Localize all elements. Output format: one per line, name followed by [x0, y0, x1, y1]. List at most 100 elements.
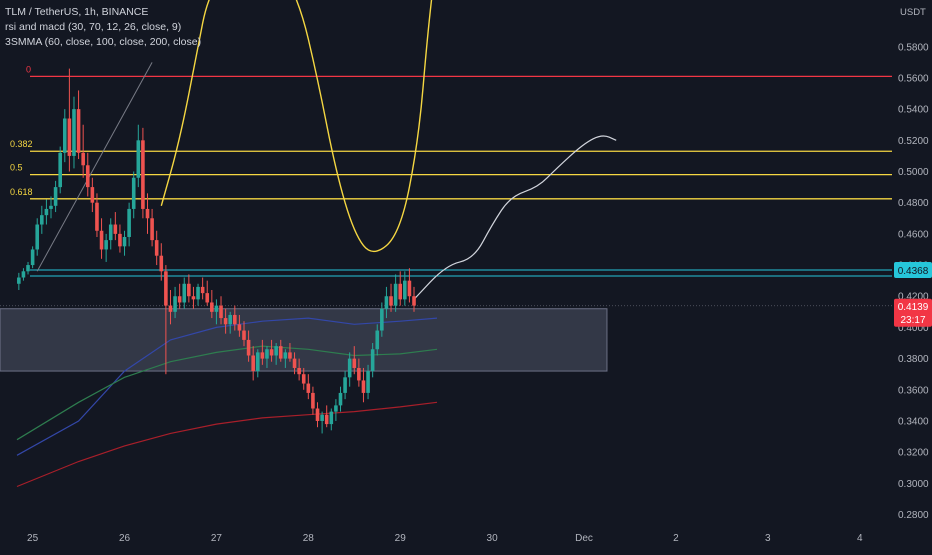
bull-candle[interactable] — [131, 171, 136, 219]
level-price-tag[interactable] — [894, 262, 932, 279]
bear-candle[interactable] — [145, 193, 150, 234]
bull-candle[interactable] — [343, 371, 347, 400]
bear-candle[interactable] — [150, 208, 154, 247]
bear-candle[interactable] — [159, 243, 164, 281]
price-projection-drawing[interactable] — [413, 135, 617, 300]
bull-candle[interactable] — [104, 233, 108, 262]
bull-candle[interactable] — [393, 274, 398, 312]
bull-candle[interactable] — [30, 246, 35, 269]
bear-candle[interactable] — [187, 274, 191, 303]
bear-candle[interactable] — [306, 374, 311, 400]
candle-body — [407, 280, 412, 297]
bull-candle[interactable] — [17, 272, 21, 291]
bull-candle[interactable] — [366, 364, 370, 400]
bear-candle[interactable] — [95, 193, 99, 237]
bull-candle[interactable] — [182, 277, 187, 309]
bear-candle[interactable] — [164, 265, 168, 375]
bull-candle[interactable] — [58, 146, 62, 194]
symbol-title[interactable]: TLM / TetherUS, 1h, BINANCE — [5, 6, 149, 18]
bear-candle[interactable] — [233, 305, 237, 331]
bear-candle[interactable] — [292, 352, 297, 375]
bear-candle[interactable] — [76, 90, 81, 160]
bull-candle[interactable] — [127, 202, 131, 247]
bull-candle[interactable] — [274, 343, 278, 365]
bull-candle[interactable] — [228, 311, 233, 334]
bear-candle[interactable] — [398, 271, 403, 306]
bear-candle[interactable] — [297, 358, 301, 381]
bear-candle[interactable] — [357, 358, 361, 387]
bear-candle[interactable] — [113, 212, 118, 241]
bull-candle[interactable] — [62, 109, 67, 163]
bear-candle[interactable] — [301, 367, 306, 390]
bear-candle[interactable] — [389, 283, 393, 312]
bear-candle[interactable] — [219, 296, 223, 325]
bear-candle[interactable] — [118, 224, 122, 253]
bear-candle[interactable] — [177, 283, 182, 309]
bear-candle[interactable] — [223, 308, 228, 334]
bear-candle[interactable] — [361, 367, 366, 403]
bull-candle[interactable] — [196, 283, 200, 306]
bear-candle[interactable] — [81, 124, 85, 178]
bear-candle[interactable] — [352, 346, 357, 375]
bull-candle[interactable] — [136, 124, 141, 188]
current-price-tag[interactable] — [894, 298, 932, 327]
indicator-rsi-macd-label[interactable]: rsi and macd (30, 70, 12, 26, close, 9) — [5, 21, 182, 33]
bull-candle[interactable] — [26, 261, 30, 275]
bear-candle[interactable] — [90, 177, 95, 213]
bull-candle[interactable] — [108, 218, 113, 250]
bear-candle[interactable] — [260, 339, 265, 365]
bull-candle[interactable] — [403, 271, 407, 306]
bull-candle[interactable] — [334, 399, 338, 421]
bear-candle[interactable] — [154, 230, 159, 266]
bear-candle[interactable] — [99, 218, 104, 259]
bear-candle[interactable] — [85, 152, 90, 197]
bear-candle[interactable] — [237, 314, 242, 337]
bull-candle[interactable] — [173, 286, 177, 319]
time-axis[interactable] — [0, 527, 932, 550]
bear-candle[interactable] — [288, 343, 292, 362]
bear-candle[interactable] — [168, 290, 173, 325]
support-zone-box[interactable] — [0, 308, 608, 372]
bear-candle[interactable] — [315, 402, 320, 428]
trend-line-drawing[interactable] — [36, 62, 153, 272]
bull-candle[interactable] — [35, 218, 40, 256]
bull-candle[interactable] — [283, 349, 288, 368]
bear-candle[interactable] — [311, 386, 315, 415]
bear-candle[interactable] — [246, 330, 251, 362]
bear-candle[interactable] — [407, 268, 412, 303]
bull-candle[interactable] — [40, 205, 44, 234]
bull-candle[interactable] — [49, 196, 53, 219]
bear-candle[interactable] — [242, 321, 246, 347]
bear-candle[interactable] — [191, 286, 196, 309]
bull-candle[interactable] — [384, 286, 389, 319]
bull-candle[interactable] — [380, 302, 384, 337]
bull-candle[interactable] — [320, 411, 324, 434]
bear-candle[interactable] — [324, 405, 329, 428]
bull-candle[interactable] — [21, 268, 26, 281]
bull-candle[interactable] — [338, 386, 343, 412]
bull-candle[interactable] — [255, 349, 260, 378]
bull-candle[interactable] — [370, 343, 375, 378]
bull-candle[interactable] — [214, 299, 219, 325]
bull-candle[interactable] — [122, 230, 127, 256]
bull-candle[interactable] — [329, 408, 334, 431]
bear-candle[interactable] — [200, 277, 205, 300]
bear-candle[interactable] — [412, 286, 416, 312]
bear-candle[interactable] — [269, 339, 274, 362]
indicator-smma-label[interactable]: 3SMMA (60, close, 100, close, 200, close… — [5, 36, 202, 48]
bull-candle[interactable] — [53, 180, 58, 213]
bull-candle[interactable] — [265, 346, 269, 368]
bull-candle[interactable] — [375, 324, 380, 356]
bull-candle[interactable] — [347, 352, 352, 387]
bear-candle[interactable] — [278, 339, 283, 362]
bear-candle[interactable] — [251, 346, 255, 381]
bear-candle[interactable] — [210, 290, 214, 319]
bull-candle[interactable] — [44, 199, 49, 225]
bear-candle[interactable] — [141, 127, 145, 219]
oscillator-curve-drawing[interactable] — [160, 0, 437, 253]
bear-candle[interactable] — [205, 280, 210, 306]
bull-candle[interactable] — [72, 96, 76, 169]
bear-candle[interactable] — [67, 68, 72, 172]
